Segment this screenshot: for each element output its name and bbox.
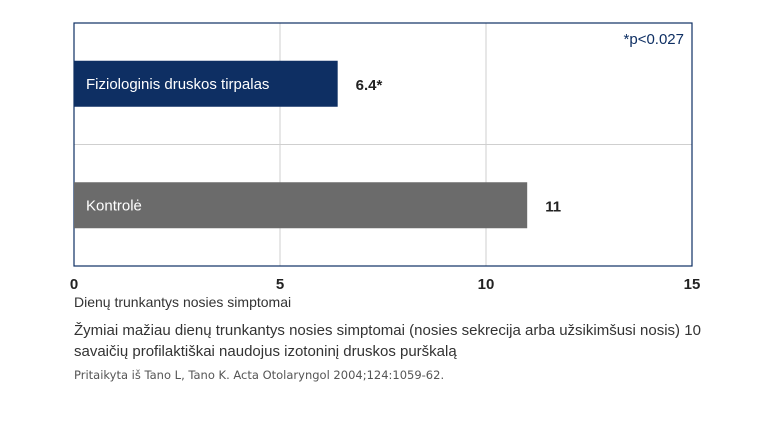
bar-1	[74, 182, 528, 229]
plot-frame	[73, 22, 693, 267]
bar-value-label-1: 11	[545, 198, 561, 215]
x-tick-label-1: 5	[276, 276, 284, 293]
x-axis-label: Dienų trunkantys nosies simptomai	[74, 294, 292, 310]
bar-category-label-0: Fiziologinis druskos tirpalas	[86, 76, 269, 93]
chart-caption: Žymiai mažiau dienų trunkantys nosies si…	[74, 322, 701, 360]
bar-category-label-1: Kontrolė	[86, 197, 142, 214]
source-citation: Pritaikyta iš Tano L, Tano K. Acta Otola…	[74, 368, 445, 382]
x-tick-label-0: 0	[70, 276, 78, 293]
bar-0	[74, 60, 338, 107]
significance-annotation: *p<0.027	[624, 31, 684, 48]
x-tick-label-2: 10	[478, 276, 495, 293]
bar-value-label-0: 6.4*	[356, 77, 383, 94]
x-tick-label-3: 15	[684, 276, 701, 293]
